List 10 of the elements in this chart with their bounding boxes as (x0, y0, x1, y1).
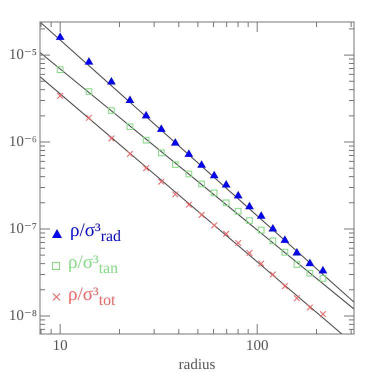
y-tick-label: 10⁻⁷ (8, 220, 37, 237)
legend-label: ρ/σ³$_{tan}$ (68, 250, 118, 279)
legend-label: ρ/σ³$_{tot}$ (68, 282, 116, 310)
legend-label: ρ/σ³$_{rad}$ (70, 219, 121, 247)
y-tick-label: 10⁻⁵ (8, 47, 37, 63)
x-axis-title: radius (178, 356, 216, 373)
x-tick-label: 100 (246, 338, 268, 354)
y-tick-label: 10⁻⁸ (8, 308, 37, 324)
x-tick-label: 10 (52, 338, 68, 354)
y-tick-label: 10⁻⁶ (8, 134, 37, 150)
